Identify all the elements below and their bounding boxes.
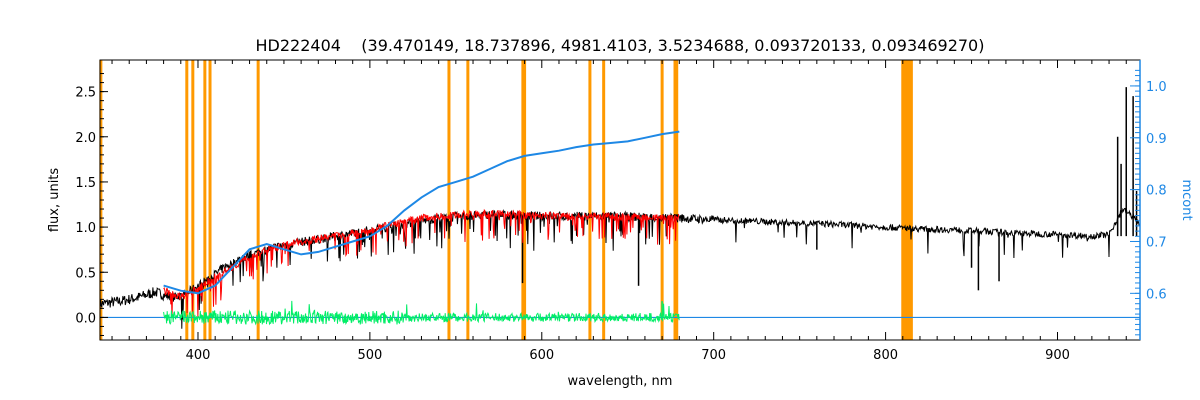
x-tick-label-500: 500	[357, 348, 382, 363]
model-spectrum-line	[163, 208, 680, 319]
y-tick-label-0: 0.0	[75, 311, 96, 326]
y2-tick-label-1: 0.7	[1146, 235, 1167, 250]
y2-axis-title: mcont	[1179, 179, 1194, 220]
x-tick-label-400: 400	[186, 348, 211, 363]
residual-line	[163, 300, 680, 326]
plot-frame	[99, 59, 1141, 341]
masked-region-layer	[99, 60, 913, 340]
y2-tick-label-2: 0.8	[1146, 184, 1167, 199]
x-tick-label-800: 800	[873, 348, 898, 363]
y2-tick-label-4: 1.0	[1146, 80, 1167, 95]
x-tick-label-900: 900	[1045, 348, 1070, 363]
x-axis-title: wavelength, nm	[568, 374, 673, 389]
x-tick-label-600: 600	[529, 348, 554, 363]
chart-title: HD222404 (39.470149, 18.737896, 4981.410…	[256, 36, 985, 55]
y2-tick-label-3: 0.9	[1146, 132, 1167, 147]
y-tick-label-4: 2.0	[75, 131, 96, 146]
y2-tick-label-0: 0.6	[1146, 287, 1167, 302]
y-tick-label-3: 1.5	[75, 176, 96, 191]
y-axis-title: flux, units	[47, 168, 62, 233]
axes-layer: 400 500 600 700 800 900 0.0 0.5 1.0 1.5 2.0 2.5 0.6 0…	[75, 59, 1167, 363]
x-tick-label-700: 700	[701, 348, 726, 363]
y-tick-label-1: 0.5	[75, 266, 96, 281]
continuum-line	[163, 130, 680, 295]
series-layer	[99, 87, 1141, 329]
y-tick-label-5: 2.5	[75, 86, 96, 101]
observed-spectrum-line	[99, 207, 1141, 329]
y-tick-label-2: 1.0	[75, 221, 96, 236]
